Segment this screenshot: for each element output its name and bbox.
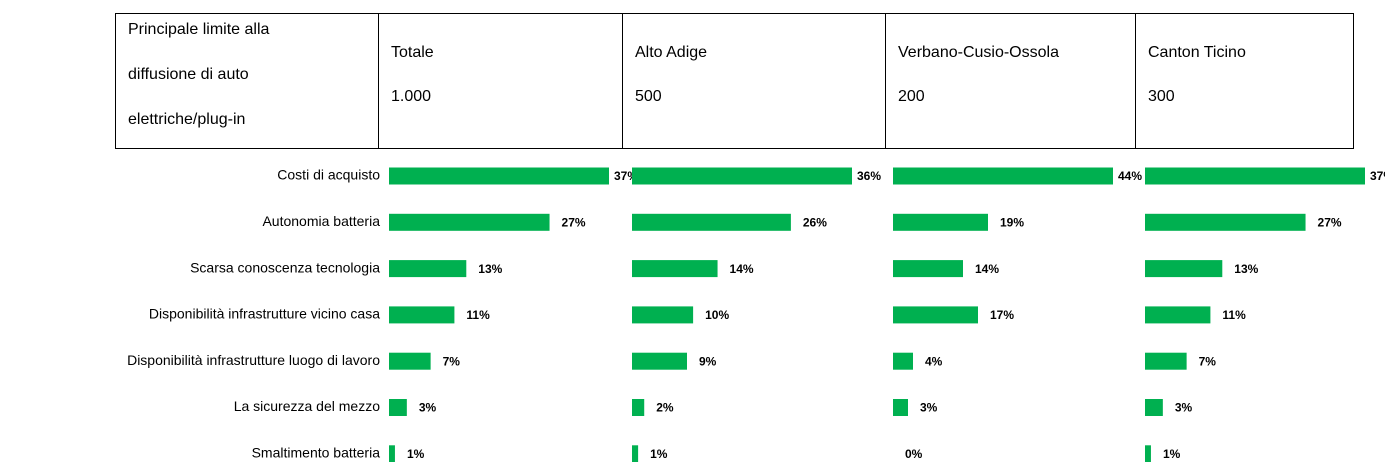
bar bbox=[893, 260, 963, 278]
series-sample: 500 bbox=[635, 88, 662, 105]
header-title: diffusione di auto bbox=[128, 66, 249, 83]
value-label: 3% bbox=[920, 401, 938, 415]
bar bbox=[893, 213, 988, 231]
series-name: Totale bbox=[391, 44, 434, 61]
value-label: 36% bbox=[857, 169, 881, 183]
bar bbox=[1145, 167, 1365, 185]
value-label: 7% bbox=[1199, 354, 1217, 368]
category-label: Smaltimento batteria bbox=[252, 445, 381, 461]
category-label: Autonomia batteria bbox=[262, 213, 380, 229]
bar bbox=[893, 167, 1113, 185]
value-label: 37% bbox=[1370, 169, 1385, 183]
value-label: 27% bbox=[1318, 215, 1342, 229]
series-name: Verbano-Cusio-Ossola bbox=[898, 44, 1059, 61]
value-label: 11% bbox=[466, 308, 490, 322]
category-label: Scarsa conoscenza tecnologia bbox=[190, 259, 380, 275]
value-label: 13% bbox=[478, 262, 502, 276]
value-label: 14% bbox=[975, 262, 999, 276]
value-label: 2% bbox=[656, 401, 674, 415]
bar bbox=[632, 260, 718, 278]
value-label: 11% bbox=[1222, 308, 1246, 322]
bar bbox=[893, 399, 908, 416]
bar bbox=[389, 306, 455, 324]
category-label: La sicurezza del mezzo bbox=[234, 398, 381, 414]
bar bbox=[1145, 213, 1306, 231]
value-label: 17% bbox=[990, 308, 1014, 322]
bar bbox=[1145, 399, 1163, 416]
bar bbox=[632, 167, 852, 185]
value-label: 27% bbox=[562, 215, 586, 229]
header-title: elettriche/plug-in bbox=[128, 111, 245, 128]
header-table bbox=[115, 13, 1354, 149]
bar bbox=[389, 167, 609, 185]
series-sample: 1.000 bbox=[391, 88, 431, 105]
value-label: 10% bbox=[705, 308, 729, 322]
value-label: 13% bbox=[1234, 262, 1258, 276]
category-label: Costi di acquisto bbox=[277, 167, 380, 183]
bar bbox=[893, 306, 978, 324]
bar bbox=[1145, 445, 1151, 462]
bar bbox=[389, 260, 467, 278]
bar bbox=[1145, 306, 1211, 324]
series-name: Canton Ticino bbox=[1148, 44, 1246, 61]
value-label: 1% bbox=[1163, 447, 1181, 461]
series-sample: 200 bbox=[898, 88, 925, 105]
value-label: 4% bbox=[925, 354, 943, 368]
bar bbox=[632, 352, 687, 370]
value-label: 3% bbox=[1175, 401, 1193, 415]
bar bbox=[632, 445, 639, 462]
value-label: 1% bbox=[650, 447, 668, 461]
value-label: 19% bbox=[1000, 215, 1024, 229]
bar bbox=[389, 399, 407, 416]
value-label: 3% bbox=[419, 401, 437, 415]
value-label: 14% bbox=[730, 262, 754, 276]
header-title: Principale limite alla bbox=[128, 21, 269, 38]
value-label: 44% bbox=[1118, 169, 1142, 183]
bar bbox=[389, 352, 431, 370]
bar bbox=[389, 445, 395, 462]
bar bbox=[1145, 260, 1223, 278]
bar bbox=[632, 399, 645, 416]
value-label: 1% bbox=[407, 447, 425, 461]
bar bbox=[632, 213, 791, 231]
bar bbox=[893, 352, 913, 370]
bar bbox=[389, 213, 550, 231]
series-sample: 300 bbox=[1148, 88, 1175, 105]
bar bbox=[632, 306, 694, 324]
category-label: Disponibilità infrastrutture luogo di la… bbox=[127, 352, 380, 368]
value-label: 7% bbox=[443, 354, 461, 368]
value-label: 9% bbox=[699, 354, 717, 368]
series-name: Alto Adige bbox=[635, 44, 707, 61]
category-label: Disponibilità infrastrutture vicino casa bbox=[149, 306, 380, 322]
bar bbox=[1145, 352, 1187, 370]
value-label: 0% bbox=[905, 447, 923, 461]
value-label: 26% bbox=[803, 215, 827, 229]
